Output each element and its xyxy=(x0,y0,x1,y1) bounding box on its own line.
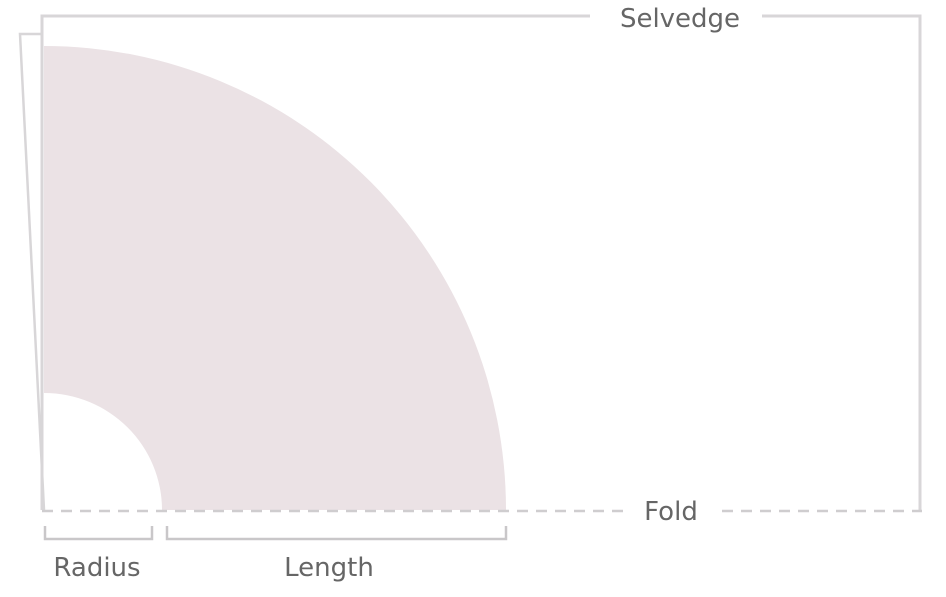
radius-bracket xyxy=(43,526,154,541)
skirt-quarter-circle xyxy=(44,46,506,510)
fabric-outline xyxy=(40,14,590,510)
fabric-outline-right xyxy=(762,14,922,510)
selvedge-label: Selvedge xyxy=(620,4,740,34)
length-label: Length xyxy=(284,553,374,583)
folded-edge xyxy=(18,32,46,511)
length-bracket xyxy=(165,526,508,541)
fold-label: Fold xyxy=(644,497,698,527)
radius-label: Radius xyxy=(53,553,140,583)
